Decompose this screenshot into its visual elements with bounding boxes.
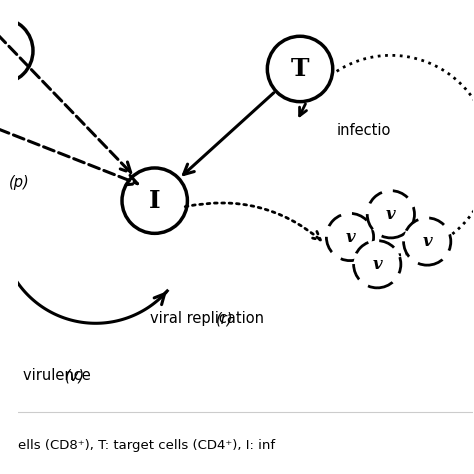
Circle shape	[0, 18, 33, 83]
Circle shape	[367, 191, 414, 238]
Text: v: v	[373, 256, 382, 273]
Circle shape	[122, 168, 187, 233]
Text: infectio: infectio	[337, 123, 391, 138]
Text: T: T	[291, 57, 309, 81]
Text: v: v	[345, 228, 355, 246]
Text: (p): (p)	[9, 175, 30, 190]
Text: v: v	[386, 206, 396, 223]
Text: viral replication: viral replication	[150, 311, 269, 326]
Text: I: I	[149, 189, 161, 213]
Text: (r): (r)	[216, 311, 234, 326]
Circle shape	[267, 36, 333, 101]
Text: (v): (v)	[65, 368, 85, 383]
Circle shape	[403, 218, 451, 265]
Text: v: v	[422, 233, 432, 250]
Text: ells (CD8⁺), T: target cells (CD4⁺), I: inf: ells (CD8⁺), T: target cells (CD4⁺), I: …	[18, 438, 275, 452]
Circle shape	[354, 241, 401, 288]
Circle shape	[327, 213, 374, 261]
Text: virulence: virulence	[23, 368, 95, 383]
